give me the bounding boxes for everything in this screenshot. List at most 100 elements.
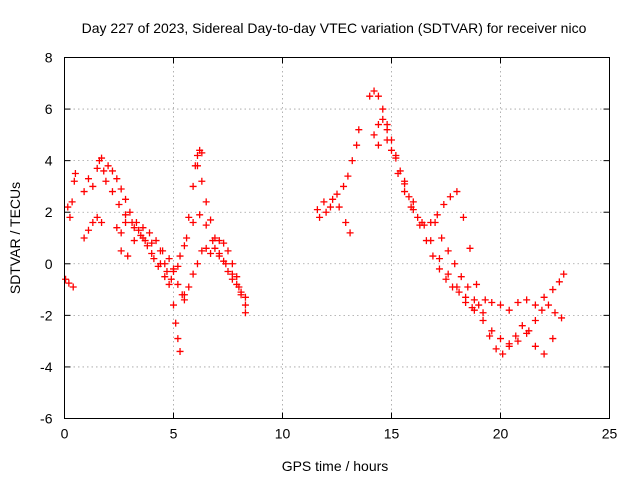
data-point	[117, 247, 125, 255]
data-point	[370, 131, 378, 139]
data-point	[488, 298, 496, 306]
data-point	[544, 301, 552, 309]
data-point	[172, 319, 180, 327]
y-tick-label: -4	[40, 359, 53, 375]
data-point	[453, 283, 461, 291]
data-point	[379, 115, 387, 123]
data-point	[379, 105, 387, 113]
data-point	[464, 283, 472, 291]
data-point	[165, 255, 173, 263]
data-point	[531, 342, 539, 350]
series-arc-c	[80, 154, 106, 196]
data-point	[342, 219, 350, 227]
series-arc-o	[374, 136, 557, 358]
data-point	[198, 247, 206, 255]
data-point	[189, 270, 197, 278]
data-point	[405, 193, 413, 201]
data-point	[326, 203, 334, 211]
data-point	[499, 350, 507, 358]
data-point	[211, 234, 219, 242]
data-point	[122, 211, 130, 219]
data-point	[523, 296, 531, 304]
data-point	[176, 252, 184, 260]
data-point	[505, 306, 513, 314]
data-point	[108, 167, 116, 175]
data-point	[322, 208, 330, 216]
data-point	[549, 286, 557, 294]
data-point	[202, 221, 210, 229]
data-point	[457, 273, 465, 281]
data-point	[170, 265, 177, 273]
data-point	[128, 219, 136, 227]
grid-lines	[64, 57, 610, 419]
data-point	[435, 265, 443, 273]
data-point	[355, 126, 363, 134]
data-point	[207, 216, 215, 224]
data-point	[455, 288, 463, 296]
data-point	[108, 188, 116, 196]
data-point	[69, 283, 77, 291]
data-point	[115, 200, 123, 208]
data-point	[459, 213, 467, 221]
data-point	[392, 154, 400, 162]
data-point	[228, 260, 236, 268]
data-point	[241, 293, 249, 301]
data-point	[98, 219, 106, 227]
data-point	[185, 213, 193, 221]
data-point	[180, 242, 188, 250]
data-point	[98, 154, 106, 162]
data-point	[220, 239, 228, 247]
data-point	[176, 347, 184, 355]
data-point	[113, 175, 121, 183]
data-point	[497, 335, 504, 343]
data-point	[170, 301, 177, 309]
data-point	[130, 224, 138, 232]
data-point	[104, 162, 112, 170]
data-point	[366, 92, 374, 100]
data-point	[505, 340, 513, 348]
data-point	[174, 335, 182, 343]
data-point	[453, 188, 461, 196]
data-point	[207, 249, 215, 257]
data-point	[233, 273, 241, 281]
data-point	[531, 317, 539, 325]
data-point	[193, 260, 201, 268]
series-arc-n	[370, 115, 566, 358]
series-arc-l	[316, 195, 354, 237]
data-point	[409, 198, 417, 206]
data-point	[117, 229, 125, 237]
data-point	[189, 182, 197, 190]
data-point	[241, 301, 249, 309]
data-point	[113, 224, 121, 232]
data-point	[139, 234, 147, 242]
data-point	[84, 226, 92, 234]
data-point	[492, 345, 500, 353]
data-point	[220, 257, 228, 265]
data-point	[383, 126, 391, 134]
data-point	[211, 244, 219, 252]
data-point	[80, 234, 88, 242]
data-point	[374, 121, 382, 129]
y-tick-label: 8	[45, 50, 53, 66]
y-tick-label: 2	[45, 204, 53, 220]
data-point	[152, 237, 160, 245]
data-point	[174, 262, 182, 270]
series-arc-i	[180, 237, 249, 309]
data-point	[486, 332, 494, 340]
data-point	[224, 268, 232, 276]
data-point	[518, 322, 526, 330]
data-point	[374, 92, 382, 100]
data-point	[438, 234, 446, 242]
data-point	[444, 270, 452, 278]
data-point	[446, 193, 454, 201]
y-tick-label: -6	[40, 411, 53, 427]
data-point	[80, 188, 88, 196]
data-point	[401, 177, 409, 185]
data-point	[130, 237, 138, 245]
data-point	[196, 211, 204, 219]
data-point	[329, 195, 337, 203]
data-point	[353, 141, 361, 149]
data-point	[237, 291, 245, 299]
